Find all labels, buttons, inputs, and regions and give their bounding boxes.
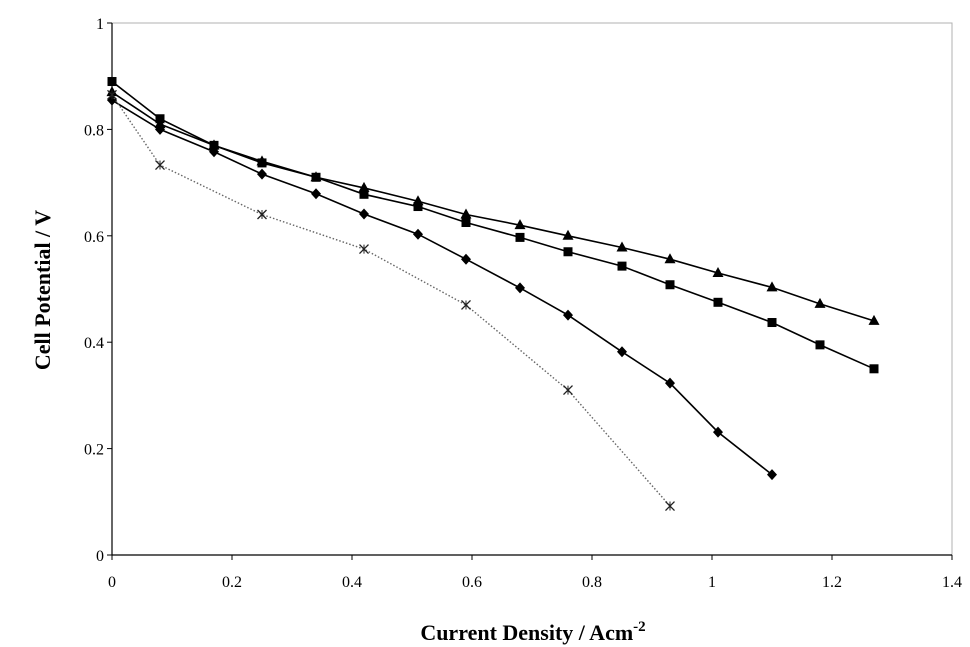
data-point-diamond	[767, 469, 777, 481]
x-tick-label: 1	[708, 574, 716, 591]
x-tick-label: 0.2	[222, 574, 242, 591]
data-point-triangle	[460, 208, 472, 219]
x-tick-label: 0.8	[582, 574, 602, 591]
y-tick-label: 0.8	[84, 122, 104, 139]
data-point-triangle	[868, 314, 880, 325]
data-point-square	[815, 340, 825, 350]
y-tick-label: 0	[96, 548, 104, 565]
data-point-square	[107, 77, 117, 87]
x-tick-label: 0.4	[342, 574, 362, 591]
series-triangle	[106, 86, 880, 325]
data-point-diamond	[617, 346, 627, 358]
data-point-square	[869, 364, 879, 374]
data-point-triangle	[814, 297, 826, 308]
data-point-square	[713, 297, 723, 307]
data-point-square	[413, 202, 423, 212]
data-point-square	[515, 232, 525, 242]
data-point-diamond	[713, 426, 723, 438]
data-point-diamond	[515, 282, 525, 294]
y-axis-title: Cell Potential / V	[30, 210, 55, 370]
x-tick-label: 0	[108, 574, 116, 591]
data-point-diamond	[359, 208, 369, 220]
data-point-diamond	[665, 377, 675, 389]
series-layer	[106, 77, 880, 512]
data-point-cross	[563, 385, 573, 396]
data-point-square	[665, 280, 675, 290]
y-tick-label: 1	[96, 16, 104, 33]
data-point-cross	[107, 89, 117, 100]
y-axis: 0 0.2 0.4 0.6 0.8 1	[84, 16, 113, 565]
data-point-diamond	[257, 168, 267, 180]
data-point-triangle	[712, 267, 724, 278]
data-point-diamond	[311, 188, 321, 200]
data-point-cross	[155, 160, 165, 171]
data-point-diamond	[413, 228, 423, 240]
data-point-triangle	[664, 253, 676, 264]
data-point-cross	[359, 244, 369, 255]
x-axis-title: Current Density / Acm-2	[420, 619, 645, 645]
data-point-diamond	[461, 253, 471, 265]
data-point-square	[563, 247, 573, 257]
data-point-square	[359, 189, 369, 199]
data-point-diamond	[563, 309, 573, 321]
data-point-square	[617, 261, 627, 271]
x-axis-title-text: Current Density / Acm	[420, 620, 633, 645]
series-diamond	[107, 94, 777, 481]
x-tick-label: 0.6	[462, 574, 482, 591]
data-point-triangle	[358, 181, 370, 192]
y-tick-label: 0.4	[84, 335, 104, 352]
series-line-diamond	[111, 99, 773, 476]
series-line-triangle	[111, 91, 875, 322]
data-point-cross	[461, 300, 471, 310]
data-point-cross	[257, 209, 267, 220]
series-cross	[107, 89, 675, 512]
x-tick-label: 1.2	[822, 574, 842, 591]
plot-frame	[111, 22, 953, 556]
data-point-square	[209, 140, 219, 150]
data-point-triangle	[766, 281, 778, 292]
series-line-cross	[111, 94, 671, 507]
data-point-triangle	[616, 241, 628, 252]
x-tick-label: 1.4	[942, 574, 962, 591]
data-point-square	[155, 114, 165, 124]
series-square	[107, 77, 879, 374]
y-tick-label: 0.6	[84, 229, 104, 246]
y-tick-label: 0.2	[84, 442, 104, 459]
data-point-square	[257, 158, 267, 168]
plot-border	[111, 22, 953, 556]
data-point-diamond	[155, 123, 165, 135]
data-point-diamond	[209, 146, 219, 158]
data-point-triangle	[514, 219, 526, 230]
x-axis-title-superscript: -2	[633, 619, 646, 635]
data-point-square	[767, 318, 777, 328]
data-point-cross	[665, 501, 675, 512]
series-line-square	[111, 80, 875, 370]
data-point-square	[311, 172, 321, 182]
data-point-triangle	[562, 229, 574, 240]
data-point-square	[461, 218, 471, 227]
x-axis: 0 0.2 0.4 0.6 0.8 1 1.2 1.4	[108, 554, 962, 591]
